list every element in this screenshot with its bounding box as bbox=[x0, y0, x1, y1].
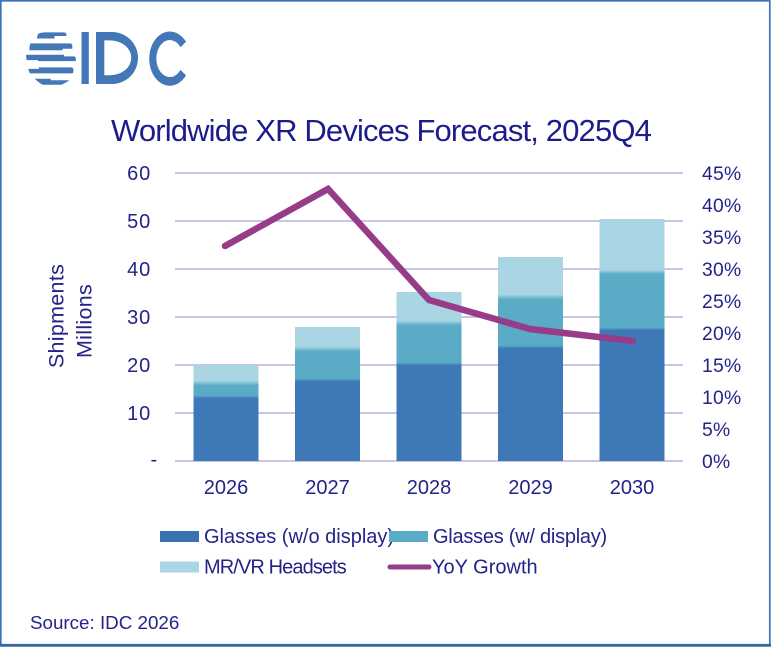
svg-text:30: 30 bbox=[127, 307, 151, 329]
svg-text:15%: 15% bbox=[702, 356, 742, 377]
svg-text:-: - bbox=[151, 449, 158, 471]
svg-text:45%: 45% bbox=[702, 164, 742, 185]
svg-text:60: 60 bbox=[127, 163, 151, 185]
svg-text:30%: 30% bbox=[702, 260, 742, 281]
svg-text:Glasses (w/ display): Glasses (w/ display) bbox=[433, 526, 607, 548]
svg-text:2030: 2030 bbox=[610, 477, 655, 499]
svg-text:35%: 35% bbox=[702, 228, 742, 249]
svg-text:YoY Growth: YoY Growth bbox=[432, 557, 538, 579]
svg-text:MR/VR Headsets: MR/VR Headsets bbox=[204, 557, 347, 579]
svg-text:0%: 0% bbox=[702, 452, 730, 473]
svg-text:50: 50 bbox=[127, 211, 151, 233]
svg-text:10%: 10% bbox=[702, 388, 742, 409]
svg-text:Worldwide XR Devices Forecast,: Worldwide XR Devices Forecast, 2025Q4 bbox=[111, 113, 652, 148]
svg-text:2026: 2026 bbox=[204, 477, 249, 499]
svg-text:25%: 25% bbox=[702, 292, 742, 313]
svg-text:20: 20 bbox=[127, 355, 151, 377]
svg-text:10: 10 bbox=[127, 403, 151, 425]
svg-text:Source: IDC 2026: Source: IDC 2026 bbox=[30, 612, 179, 633]
svg-text:Glasses (w/o display): Glasses (w/o display) bbox=[204, 526, 394, 548]
svg-text:40%: 40% bbox=[702, 196, 742, 217]
svg-text:5%: 5% bbox=[702, 420, 730, 441]
svg-text:2027: 2027 bbox=[305, 477, 350, 499]
svg-text:Millions: Millions bbox=[73, 284, 97, 358]
svg-text:2028: 2028 bbox=[407, 477, 452, 499]
svg-text:2029: 2029 bbox=[508, 477, 553, 499]
svg-text:40: 40 bbox=[127, 259, 151, 281]
svg-text:20%: 20% bbox=[702, 324, 742, 345]
svg-text:Shipments: Shipments bbox=[45, 264, 69, 368]
